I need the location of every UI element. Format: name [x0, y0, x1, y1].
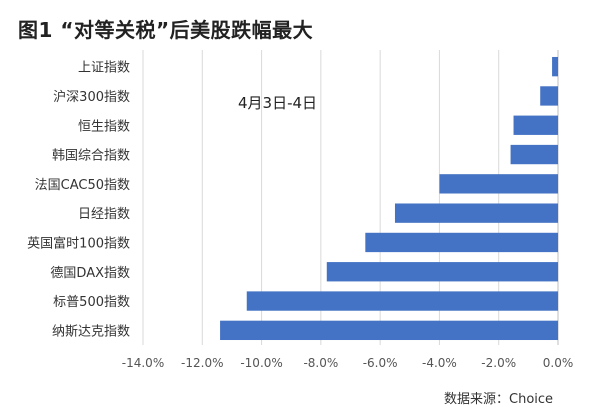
category-label: 日经指数: [78, 207, 130, 222]
category-label: 上证指数: [78, 61, 130, 76]
data-source-note: 数据来源：Choice: [444, 392, 554, 407]
x-tick-label: -2.0%: [481, 356, 516, 370]
category-label: 沪深300指数: [53, 89, 130, 105]
bar: [513, 115, 558, 135]
x-tick-label: -4.0%: [422, 356, 457, 370]
chart-title: 图1 “对等关税”后美股跌幅最大: [18, 18, 314, 42]
bar: [439, 174, 558, 194]
category-label: 德国DAX指数: [50, 266, 130, 281]
date-range-annotation: 4月3日-4日: [238, 94, 318, 112]
x-tick-label: -10.0%: [240, 356, 282, 370]
x-tick-label: 0.0%: [543, 356, 574, 370]
bar: [246, 291, 558, 311]
category-labels: 上证指数沪深300指数恒生指数韩国综合指数法国CAC50指数日经指数英国富时10…: [27, 61, 130, 340]
bars: [220, 56, 559, 341]
category-label: 法国CAC50指数: [35, 178, 130, 193]
bar: [552, 56, 558, 77]
x-tick-label: -12.0%: [181, 356, 223, 370]
category-label: 英国富时100指数: [27, 235, 130, 251]
category-label: 韩国综合指数: [52, 149, 130, 164]
x-tick-label: -8.0%: [303, 356, 338, 370]
category-label: 纳斯达克指数: [52, 324, 130, 339]
x-tick-label: -6.0%: [363, 356, 398, 370]
category-label: 标普500指数: [53, 295, 130, 310]
x-tick-labels: -14.0% -12.0% -10.0% -8.0% -6.0% -4.0% -2.0% 0.…: [122, 356, 573, 370]
bar: [326, 262, 558, 282]
category-label: 恒生指数: [78, 119, 130, 134]
bar: [510, 144, 558, 165]
bar: [540, 86, 558, 106]
bar: [365, 232, 558, 253]
x-tick-label: -14.0%: [122, 356, 164, 370]
bar: [394, 203, 558, 223]
bar: [220, 320, 559, 341]
